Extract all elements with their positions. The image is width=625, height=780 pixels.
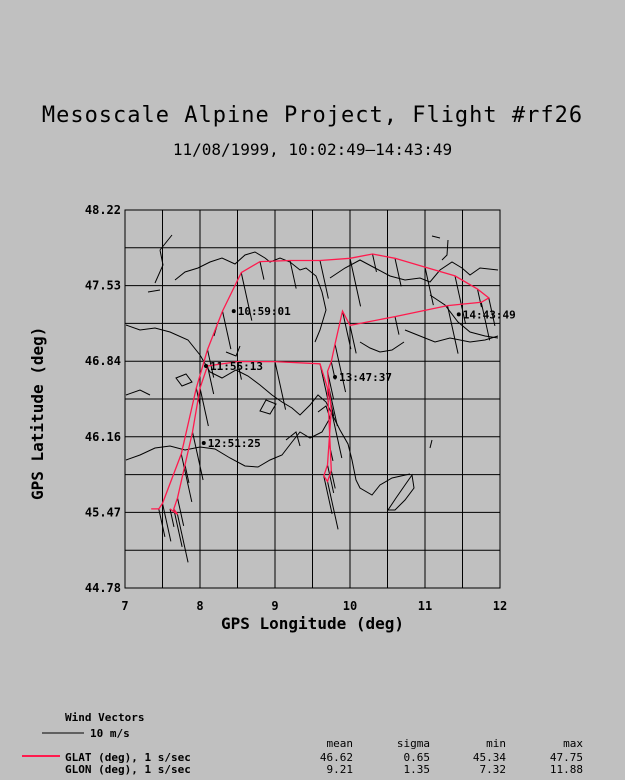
wind-vector (454, 275, 467, 325)
wind-vector (447, 305, 459, 354)
y-axis-label: GPS Latitude (deg) (28, 326, 47, 500)
y-tick-label: 48.22 (85, 203, 121, 217)
wind-vector (394, 258, 402, 287)
x-tick-label: 11 (418, 599, 432, 613)
wind-vector (424, 267, 434, 306)
x-axis-label: GPS Longitude (deg) (220, 614, 405, 633)
x-tick-label: 9 (271, 599, 278, 613)
wind-vector (349, 325, 357, 354)
stats-glat-sigma: 0.65 (403, 751, 431, 764)
time-marker (204, 364, 208, 369)
y-tick-label: 46.84 (85, 354, 121, 368)
stats-glon-max: 11.88 (549, 763, 583, 776)
coastline (125, 417, 331, 468)
time-annotations: 10:59:01 11:55:13 12:51:25 13:47:37 14:43:49 (201, 305, 516, 450)
wind-vector (328, 387, 338, 427)
wind-vector (327, 464, 335, 494)
wind-vector (330, 409, 343, 459)
wind-vector (207, 365, 215, 395)
wind-vector (173, 508, 183, 547)
wind-vector (192, 431, 204, 481)
time-label: 14:43:49 (463, 308, 516, 321)
wind-vector (180, 453, 193, 503)
stats-glon-min: 7.32 (479, 763, 507, 776)
wind-vector (327, 481, 339, 530)
wind-vector (330, 470, 336, 489)
coastline (387, 473, 415, 511)
time-marker (456, 312, 461, 317)
chart-subtitle: 11/08/1999, 10:02:49–14:43:49 (172, 140, 453, 159)
coastline (125, 324, 411, 496)
wind-vector (319, 260, 329, 299)
wind-vector (237, 361, 242, 380)
wind-vector (394, 316, 400, 335)
x-tick-label: 10 (343, 599, 357, 613)
coastline (125, 389, 151, 396)
wind-vector (259, 261, 265, 280)
wind-vector (372, 253, 377, 273)
time-label: 11:55:13 (210, 360, 263, 373)
coastline (213, 321, 241, 357)
time-label: 10:59:01 (238, 305, 291, 318)
coastline (285, 405, 331, 447)
coastline (429, 235, 449, 449)
wind-vector (177, 497, 185, 527)
wind-vector (177, 514, 189, 563)
flight-track (151, 253, 490, 515)
wind-vector (274, 361, 287, 410)
x-tick-label: 8 (196, 599, 203, 613)
stats-header-max: max (563, 737, 583, 750)
y-tick-label: 45.47 (85, 505, 121, 519)
stats-row-label-glat: GLAT (deg), 1 s/sec (65, 751, 191, 764)
wind-vector (477, 289, 482, 308)
wind-vectors-scale-label: 10 m/s (90, 727, 130, 740)
stats-glat-min: 45.34 (472, 751, 506, 764)
stats-glat-mean: 46.62 (319, 751, 353, 764)
stats-row-label-glon: GLON (deg), 1 s/sec (65, 763, 191, 776)
time-marker (333, 375, 337, 380)
wind-vector (240, 272, 253, 321)
wind-vector (323, 475, 333, 515)
coastline (359, 341, 405, 353)
x-tick-label: 7 (121, 599, 128, 613)
time-label: 13:47:37 (339, 371, 392, 384)
time-marker (201, 440, 206, 445)
wind-vector (158, 508, 166, 537)
wind-vector (488, 297, 496, 327)
stats-header-sigma: sigma (396, 737, 430, 750)
wind-vector (199, 387, 209, 427)
y-tick-label: 46.16 (85, 430, 121, 444)
wind-vector (334, 343, 347, 393)
wind-vector (222, 310, 232, 350)
wind-vector (162, 503, 172, 542)
y-tick-label: 47.53 (85, 279, 121, 293)
time-label: 12:51:25 (208, 437, 261, 450)
stats-glon-sigma: 1.35 (403, 763, 431, 776)
wind-vector (169, 508, 175, 527)
x-tick-label: 12 (493, 599, 507, 613)
stats-header-mean: mean (326, 737, 354, 750)
wind-vector (289, 260, 297, 289)
wind-vectors (158, 253, 496, 563)
time-marker (231, 309, 236, 314)
coastline (404, 329, 499, 343)
wind-vector (480, 302, 491, 341)
stats-glon-mean: 9.21 (326, 763, 354, 776)
series-line (151, 253, 490, 515)
coastline (429, 294, 499, 339)
wind-vector (184, 464, 190, 484)
tick-labels: 7 8 9 10 11 12 44.78 45.47 46.16 46.84 47.53 48.22 (85, 203, 507, 613)
stats-glat-max: 47.75 (549, 751, 583, 764)
y-tick-label: 44.78 (85, 581, 121, 595)
wind-vector (349, 258, 362, 307)
wind-vector (207, 349, 215, 378)
stats-header-min: min (486, 737, 506, 750)
coastline (175, 373, 277, 415)
wind-vector (342, 310, 352, 350)
chart-title: Mesoscale Alpine Project, Flight #rf26 (41, 103, 584, 128)
wind-vectors-title: Wind Vectors (65, 711, 145, 724)
grid (124, 209, 501, 589)
